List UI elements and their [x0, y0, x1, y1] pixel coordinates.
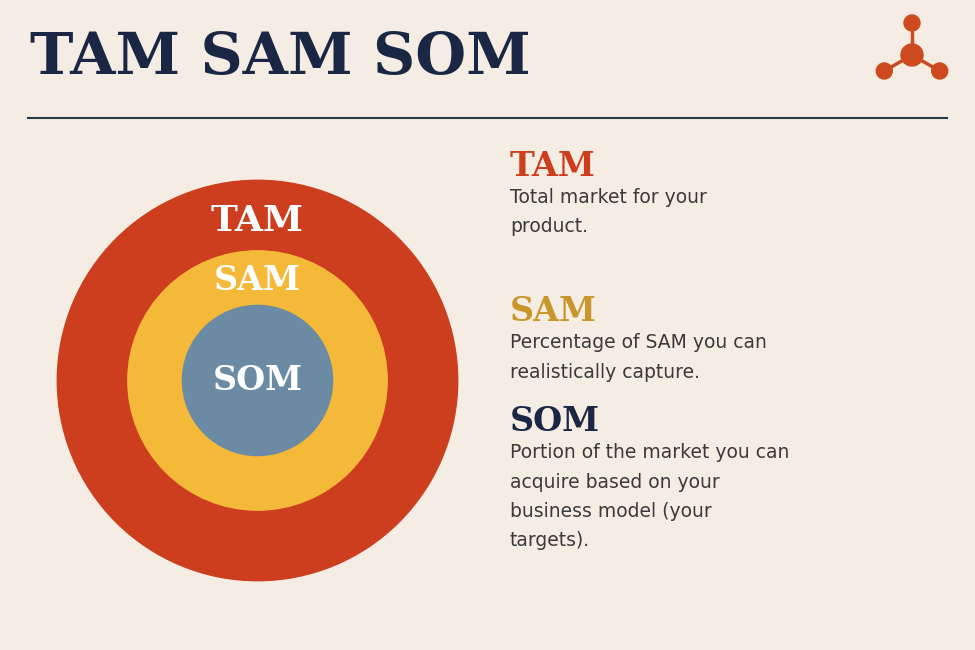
- Circle shape: [904, 15, 920, 31]
- Circle shape: [58, 180, 457, 580]
- Text: SAM: SAM: [214, 264, 301, 297]
- Text: SOM: SOM: [510, 405, 601, 438]
- Circle shape: [182, 306, 332, 456]
- Circle shape: [932, 63, 948, 79]
- Text: Portion of the market you can
acquire based on your
business model (your
targets: Portion of the market you can acquire ba…: [510, 443, 790, 551]
- Text: Percentage of SAM you can
realistically capture.: Percentage of SAM you can realistically …: [510, 333, 767, 382]
- Text: SAM: SAM: [510, 295, 597, 328]
- Text: Total market for your
product.: Total market for your product.: [510, 188, 707, 237]
- Circle shape: [901, 44, 923, 66]
- Text: TAM SAM SOM: TAM SAM SOM: [30, 30, 530, 86]
- Text: TAM: TAM: [211, 204, 304, 239]
- Text: TAM: TAM: [510, 150, 596, 183]
- Circle shape: [877, 63, 892, 79]
- Text: SOM: SOM: [213, 364, 302, 397]
- Circle shape: [128, 251, 387, 510]
